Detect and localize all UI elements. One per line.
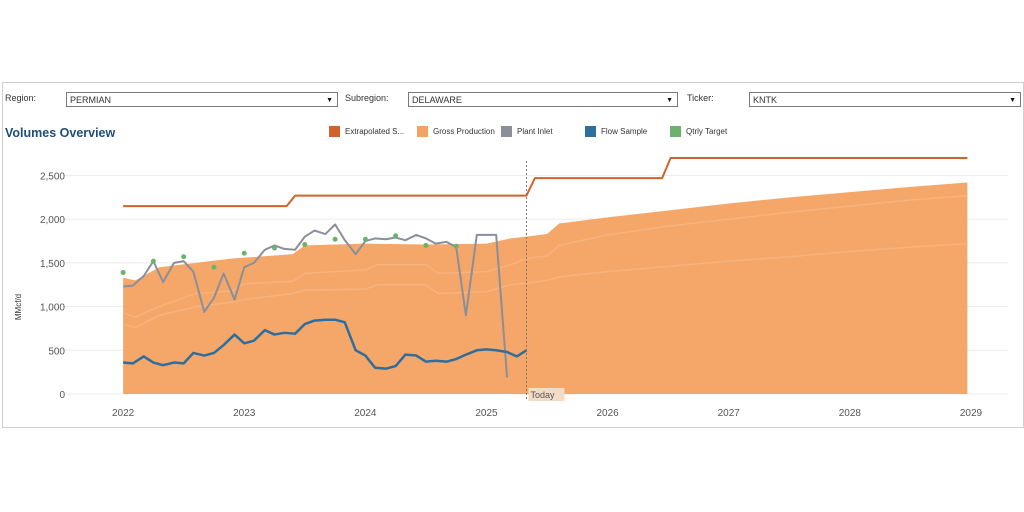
- ticker-select[interactable]: KNTK ▼: [749, 92, 1021, 107]
- qtrly-target-point: [211, 264, 217, 270]
- today-label-bg: [528, 388, 565, 401]
- y-tick-label: 1,000: [40, 303, 65, 314]
- series-line-plant-inlet: [123, 223, 509, 378]
- legend-label: Flow Sample: [601, 127, 648, 136]
- ticker-value: KNTK: [753, 95, 778, 105]
- qtrly-target-point: [120, 270, 126, 276]
- subregion-value: DELAWARE: [412, 95, 462, 105]
- y-tick-label: 2,000: [40, 215, 65, 226]
- region-label: Region:: [5, 93, 37, 103]
- region-value: PERMIAN: [70, 95, 112, 105]
- x-tick-label: 2023: [233, 408, 256, 419]
- legend-label: Extrapolated S...: [345, 127, 405, 136]
- x-tick-label: 2028: [839, 408, 862, 419]
- legend-item-flow-sample[interactable]: Flow Sample: [585, 126, 647, 137]
- x-tick-label: 2027: [718, 408, 741, 419]
- qtrly-target-point: [181, 254, 187, 260]
- legend-swatch-icon: [585, 126, 596, 137]
- legend-item-gross-production[interactable]: Gross Production: [417, 126, 495, 137]
- x-tick-label: 2026: [596, 408, 619, 419]
- qtrly-target-point: [302, 242, 308, 248]
- chevron-down-icon: ▼: [326, 97, 333, 104]
- x-tick-label: 2025: [475, 408, 498, 419]
- x-tick-label: 2022: [112, 408, 135, 419]
- series-line-flow-sample: [123, 318, 528, 370]
- y-tick-label: 500: [48, 346, 65, 357]
- series-line-gross-production-band-upper: [122, 194, 968, 318]
- legend-item-plant-inlet[interactable]: Plant Inlet: [501, 126, 553, 137]
- subregion-label: Subregion:: [345, 93, 389, 103]
- page-title: Volumes Overview: [5, 126, 116, 140]
- qtrly-target-point: [423, 242, 429, 248]
- qtrly-target-point: [332, 236, 338, 242]
- dashboard-panel: Region: PERMIAN ▼ Subregion: DELAWARE ▼ …: [2, 82, 1024, 428]
- qtrly-target-point: [241, 250, 247, 256]
- legend-swatch-icon: [501, 126, 512, 137]
- legend-label: Plant Inlet: [517, 127, 553, 136]
- legend-item-extrapolated[interactable]: Extrapolated S...: [329, 126, 404, 137]
- qtrly-target-point: [393, 233, 399, 239]
- series-area-gross-production: [123, 182, 968, 394]
- y-axis-label: MMcf/d: [14, 294, 23, 320]
- y-tick-label: 2,500: [40, 171, 65, 182]
- legend-swatch-icon: [329, 126, 340, 137]
- subregion-select[interactable]: DELAWARE ▼: [408, 92, 678, 107]
- x-tick-label: 2024: [354, 408, 377, 419]
- qtrly-target-point: [362, 236, 368, 242]
- qtrly-target-point: [453, 243, 459, 249]
- qtrly-target-point: [272, 245, 278, 251]
- legend-label: Gross Production: [433, 127, 495, 136]
- legend-label: Qtrly Target: [686, 127, 728, 136]
- qtrly-target-point: [150, 258, 156, 264]
- x-tick-label: 2029: [960, 408, 983, 419]
- y-tick-label: 0: [59, 390, 65, 401]
- legend-item-qtrly-target[interactable]: Qtrly Target: [670, 126, 727, 137]
- legend-swatch-icon: [417, 126, 428, 137]
- y-tick-label: 1,500: [40, 259, 65, 270]
- legend-swatch-icon: [670, 126, 681, 137]
- ticker-label: Ticker:: [687, 93, 714, 103]
- chevron-down-icon: ▼: [666, 97, 673, 104]
- volumes-chart: MMcf/d 0 500 1,000 1,500 2,000 2,500 2022 2023 2…: [14, 157, 1008, 419]
- chevron-down-icon: ▼: [1009, 97, 1016, 104]
- series-line-extrapolated-s: [123, 157, 968, 208]
- region-select[interactable]: PERMIAN ▼: [66, 92, 338, 107]
- today-label: Today: [530, 390, 555, 400]
- filter-bar: Region: PERMIAN ▼ Subregion: DELAWARE ▼ …: [3, 83, 1023, 113]
